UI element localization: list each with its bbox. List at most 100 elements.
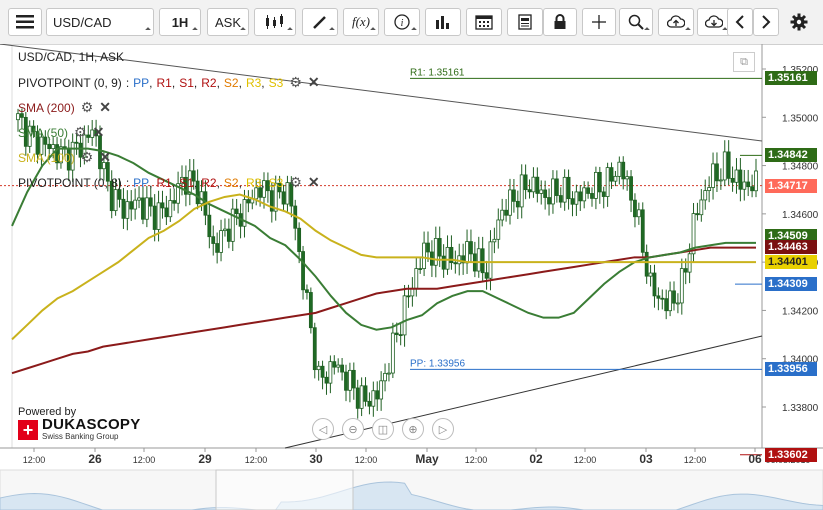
drawing-tool-button[interactable] — [302, 8, 338, 36]
upload-button[interactable] — [658, 8, 694, 36]
candle-bull — [102, 162, 106, 170]
candle-bear — [141, 197, 145, 220]
candle-bear — [332, 361, 337, 368]
news-button[interactable] — [507, 8, 543, 36]
candle-bear — [449, 246, 454, 264]
sma-200-line[interactable] — [11, 246, 756, 375]
navigator[interactable] — [0, 469, 823, 510]
y-tick-label: 1.34200 — [782, 306, 819, 317]
candle-bull — [676, 302, 680, 305]
close-icon[interactable]: ✕ — [99, 149, 111, 165]
candle-bear — [441, 255, 446, 270]
x-tick-label: May — [415, 452, 439, 466]
candle-bear — [152, 205, 157, 230]
candle-bull — [348, 369, 352, 391]
candle-bear — [570, 198, 575, 205]
x-tick-label: 26 — [88, 452, 102, 466]
volume-button[interactable] — [425, 8, 461, 36]
candle-bull — [492, 238, 497, 243]
expand-icon: ⧉ — [740, 55, 748, 68]
candle-bear — [31, 125, 36, 133]
lower-trendline[interactable] — [284, 335, 763, 449]
legend-pivot2-r2: R2 — [201, 175, 217, 190]
candle-bear — [207, 214, 212, 238]
candle-bull — [742, 181, 747, 190]
indicators-button[interactable]: f(x) — [343, 8, 379, 36]
crosshair-icon — [592, 15, 606, 29]
candle-bear — [266, 180, 270, 192]
close-icon[interactable]: ✕ — [307, 174, 320, 190]
hamburger-menu-button[interactable] — [8, 8, 42, 36]
candle-bear — [469, 241, 473, 255]
candle-bull — [711, 163, 715, 188]
zoom-button[interactable] — [619, 8, 653, 36]
scroll-left-button[interactable] — [727, 8, 753, 36]
settings-button[interactable] — [785, 8, 813, 36]
candle-bear — [195, 180, 200, 205]
svg-text:i: i — [401, 18, 404, 29]
side-select[interactable]: ASK — [207, 8, 249, 36]
gear-icon[interactable]: ⚙ — [80, 149, 94, 165]
candle-bull — [699, 199, 704, 216]
navigator-window[interactable] — [215, 469, 354, 510]
close-icon[interactable]: ✕ — [92, 124, 105, 140]
price-label: 1.34842 — [765, 148, 817, 163]
calendar-button[interactable] — [466, 8, 502, 36]
legend-sma100: SMA (100) ⚙ ✕ — [18, 149, 111, 166]
legend-sma100-label: SMA (100) — [18, 150, 75, 165]
candle-bull — [754, 170, 758, 192]
x-tick-label: 12:00 — [574, 455, 597, 465]
legend-pivot-s2: S2 — [223, 75, 239, 90]
candle-bear — [730, 177, 735, 183]
timeframe-select[interactable]: 1H — [159, 8, 201, 36]
price-label: 1.33956 — [765, 362, 817, 377]
symbol-value: USD/CAD — [53, 14, 112, 30]
upper-trendline[interactable] — [0, 44, 763, 142]
candle-bull — [180, 176, 184, 185]
candle-bull — [16, 113, 20, 121]
gear-icon[interactable]: ⚙ — [289, 74, 302, 90]
download-button[interactable] — [697, 8, 731, 36]
candle-bull — [648, 272, 653, 277]
symbol-select[interactable]: USD/CAD — [46, 8, 154, 36]
crosshair-button[interactable] — [582, 8, 616, 36]
scroll-right-icon[interactable]: ▷ — [432, 418, 454, 440]
lock-button[interactable] — [543, 8, 577, 36]
gear-icon[interactable]: ⚙ — [74, 124, 87, 140]
candle-bear — [121, 198, 126, 219]
close-icon[interactable]: ✕ — [307, 74, 320, 90]
scroll-right-button[interactable] — [753, 8, 779, 36]
candle-bear — [586, 187, 590, 194]
y-tick-label: 1.33800 — [782, 403, 819, 414]
candle-bear — [43, 136, 48, 145]
close-icon[interactable]: ✕ — [99, 99, 111, 115]
scroll-left-icon[interactable]: ◁ — [312, 418, 334, 440]
candle-bear — [184, 176, 188, 195]
candle-bull — [359, 385, 364, 409]
candle-bear — [504, 209, 508, 216]
sma-50-line[interactable] — [11, 147, 756, 331]
candle-bear — [211, 236, 216, 244]
sma-100-line[interactable] — [11, 193, 756, 341]
chevron-down-icon — [685, 27, 691, 33]
gear-icon[interactable]: ⚙ — [289, 174, 302, 190]
candle-bear — [35, 131, 40, 155]
chevron-down-icon — [644, 27, 650, 33]
expand-button[interactable]: ⧉ — [733, 52, 755, 72]
candle-bear — [98, 135, 102, 170]
candle-bull — [82, 134, 87, 158]
reset-zoom-icon[interactable]: ◫ — [372, 418, 394, 440]
candle-bull — [125, 201, 130, 219]
candle-bear — [308, 292, 313, 329]
moving-averages — [11, 147, 756, 375]
price-chart[interactable]: R1: 1.35161 PP: 1.33956 1.35200 1.35000 1.3… — [0, 44, 823, 510]
info-button[interactable]: i — [384, 8, 420, 36]
zoom-in-icon[interactable]: ⊕ — [402, 418, 424, 440]
chart-type-button[interactable] — [254, 8, 296, 36]
zoom-out-icon[interactable]: ⊖ — [342, 418, 364, 440]
candle-bear — [484, 272, 489, 279]
chevron-down-icon — [240, 27, 246, 33]
x-tick-label: 12:00 — [23, 455, 46, 465]
candle-bull — [422, 242, 426, 269]
gear-icon[interactable]: ⚙ — [80, 99, 94, 115]
